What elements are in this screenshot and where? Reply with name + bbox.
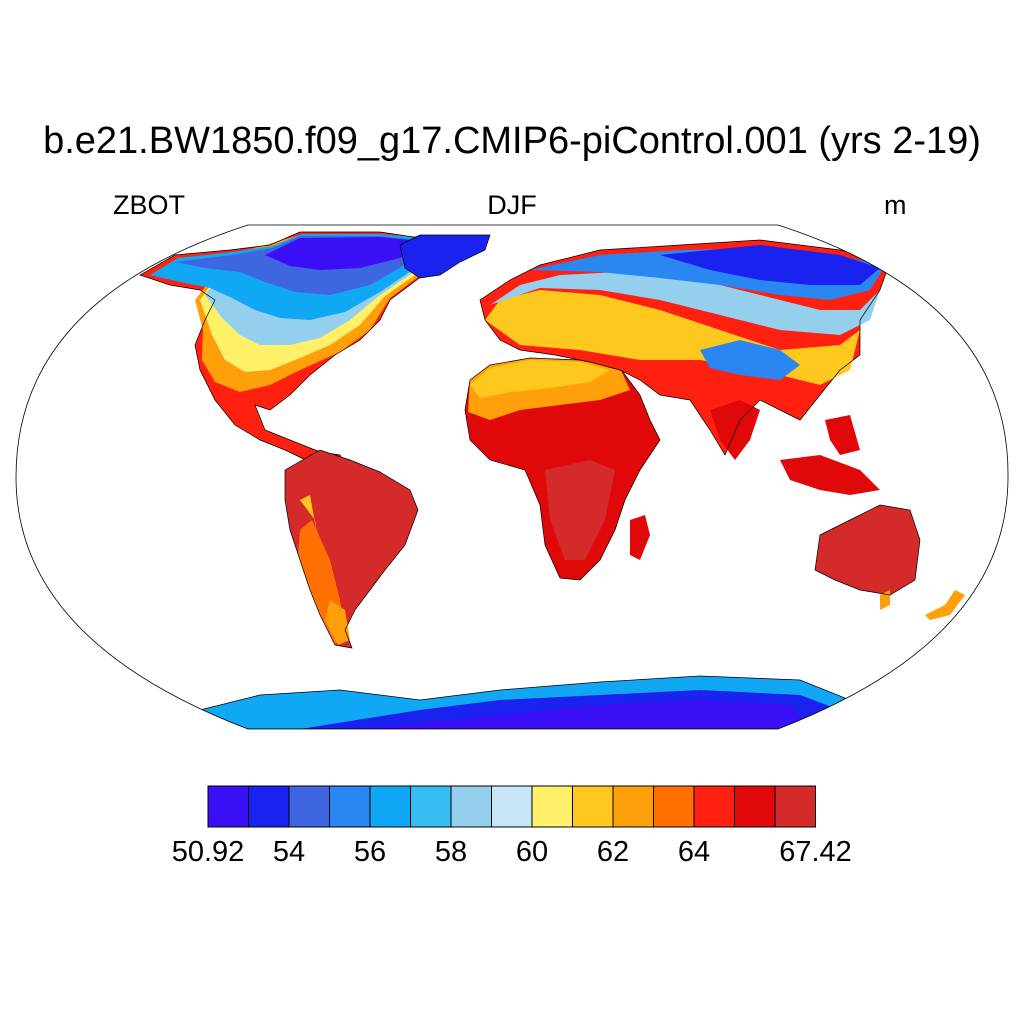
colorbar-swatch xyxy=(491,785,533,828)
colorbar-swatch xyxy=(288,785,330,828)
colorbar-swatch xyxy=(450,785,492,828)
colorbar-swatch xyxy=(572,785,614,828)
colorbar-tick-label: 60 xyxy=(515,836,549,868)
indonesia-land xyxy=(825,415,860,455)
colorbar-tick-label: 62 xyxy=(596,836,630,868)
colorbar-tick-label: 67.42 xyxy=(779,836,852,868)
colorbar-swatch xyxy=(369,785,411,828)
australia-band xyxy=(880,590,890,610)
colorbar-tick-label: 58 xyxy=(434,836,468,868)
africa-band xyxy=(470,360,610,398)
colorbar-swatch xyxy=(248,785,290,828)
units-label: m xyxy=(884,190,907,220)
plot-title: b.e21.BW1850.f09_g17.CMIP6-piControl.001… xyxy=(43,120,981,162)
land-fill-layer xyxy=(139,231,965,729)
greenland-land xyxy=(400,235,490,278)
colorbar-swatch xyxy=(410,785,452,828)
africa-band xyxy=(545,460,615,560)
colorbar-swatch xyxy=(693,785,735,828)
australia-coast xyxy=(814,504,921,596)
colorbar-tick-label: 50.92 xyxy=(171,836,245,868)
season-label: DJF xyxy=(487,190,537,220)
colorbar-swatch xyxy=(531,785,573,828)
colorbar-tick-label: 56 xyxy=(353,836,387,868)
tibet-band xyxy=(700,340,800,380)
india-land xyxy=(710,400,760,460)
antarctica-coast xyxy=(199,675,851,729)
colorbar-swatch xyxy=(612,785,654,828)
variable-label: ZBOT xyxy=(113,190,185,220)
colorbar-swatch xyxy=(774,785,816,828)
new-zealand-land xyxy=(925,590,965,620)
colorbar-tick-label: 54 xyxy=(272,836,306,868)
south-america-coast xyxy=(284,449,419,649)
eurasia-coast xyxy=(479,239,891,456)
australia-land xyxy=(815,505,920,595)
south-america-band xyxy=(300,495,318,540)
map-boundary xyxy=(15,224,1009,730)
north-america-coast xyxy=(139,231,471,471)
colorbar-swatch xyxy=(329,785,371,828)
madagascar-land xyxy=(630,515,650,560)
colorbar-tick-label: 64 xyxy=(677,836,711,868)
colorbar-swatch xyxy=(207,785,249,828)
colorbar-swatch xyxy=(734,785,776,828)
colorbar-swatch xyxy=(653,785,695,828)
eurasia-band xyxy=(660,245,880,285)
eurasia-band xyxy=(490,272,880,335)
greenland-coast xyxy=(399,234,491,279)
indonesia-land xyxy=(780,455,880,495)
north-america-band xyxy=(265,237,430,270)
south-america-band xyxy=(325,600,350,645)
antarctica-band xyxy=(360,700,810,729)
